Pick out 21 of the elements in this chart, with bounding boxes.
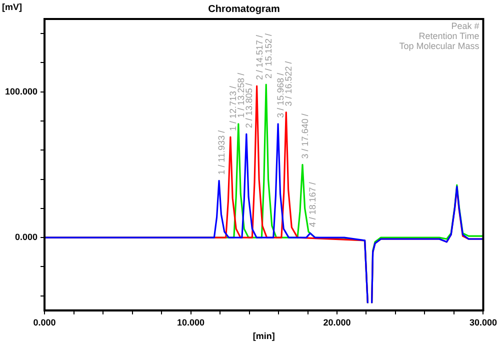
annotation: Top Molecular Mass xyxy=(399,40,480,51)
x-tick-label: 0.000 xyxy=(33,317,56,328)
annotation: 1 / 11.933 / xyxy=(216,130,227,175)
annotation: 4 / 18.167 / xyxy=(308,182,318,228)
y-tick-label: 100.000 xyxy=(4,86,38,96)
x-tick-label: 30.000 xyxy=(469,317,497,328)
annotation: 2 / 13.805 / xyxy=(244,82,254,128)
x-axis-title: [min] xyxy=(252,331,275,342)
annotation: 2 / 15.152 / xyxy=(264,33,274,79)
annotation: Peak # xyxy=(451,20,480,31)
annotation: 2 / 14.517 / xyxy=(254,34,264,80)
annotation: 3 / 17.640 / xyxy=(300,113,310,159)
annotation: Retention Time xyxy=(418,30,480,41)
chart-title: Chromatogram xyxy=(208,4,280,15)
y-axis-title: [mV] xyxy=(2,2,22,12)
annotation: 1 / 12.713 / xyxy=(228,85,238,132)
x-tick-label: 10.000 xyxy=(177,317,205,328)
annotation: 3 / 15.968 / xyxy=(276,72,286,118)
annotation: 1 / 13.258 / xyxy=(236,72,246,118)
annotation: 3 / 16.522 / xyxy=(284,60,294,106)
x-tick-label: 20.000 xyxy=(323,317,351,328)
